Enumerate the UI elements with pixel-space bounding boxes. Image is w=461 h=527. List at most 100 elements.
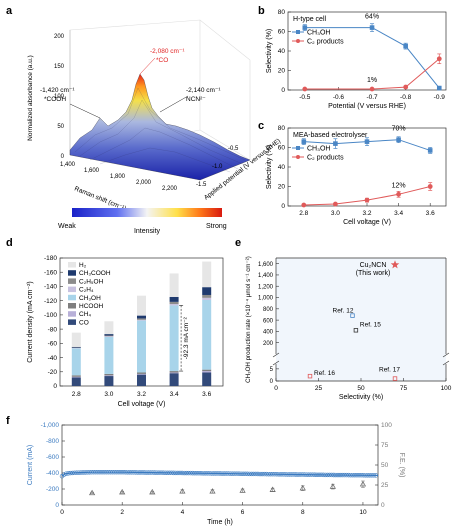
surface-mesh [74, 87, 246, 173]
current-point [68, 470, 73, 476]
bar-segment [71, 348, 81, 376]
current-point [323, 472, 328, 478]
current-point [160, 470, 166, 475]
y-tick-label: 1,400 [258, 273, 274, 279]
x-tick-label: 3.2 [137, 391, 146, 398]
legend-swatch [68, 311, 76, 317]
x-tick-label: 8 [301, 509, 305, 516]
legend-label: C₂ products [307, 39, 344, 46]
plot-background [276, 258, 446, 381]
annotation-cooh-wavenumber: -1,420 cm⁻¹ [40, 87, 75, 94]
bar-segment [169, 305, 179, 372]
x-axis-label: Potential (V versus RHE) [328, 103, 406, 110]
current-point [247, 471, 252, 477]
legend-marker [296, 155, 300, 159]
legend-label: H₂ [79, 262, 87, 269]
series-line [304, 27, 440, 89]
data-point [369, 25, 375, 30]
current-point [243, 471, 248, 477]
current-point [228, 471, 233, 476]
current-point [308, 472, 313, 477]
bar-segment [71, 375, 81, 377]
current-point [200, 471, 206, 476]
current-point [177, 470, 183, 476]
y-tick-label: 800 [263, 307, 274, 313]
y2-axis-label: F.E. (%) [398, 453, 405, 478]
bar-segment [202, 372, 212, 386]
x-axis-label: Cell voltage (V) [118, 401, 166, 408]
bar-segment [169, 296, 179, 302]
annotation-ncn: NCN²⁻ [186, 96, 206, 103]
x-tick-label: 0 [60, 509, 64, 516]
z-axis-label: Normalized absorbance (a.u.) [27, 55, 34, 141]
y-tick-label: 40 [278, 48, 286, 55]
y-tick-label: -200 [46, 486, 59, 493]
current-point [291, 472, 296, 477]
current-point [337, 472, 343, 478]
annotation-cooh: *COOH [44, 96, 66, 103]
current-point [144, 470, 149, 475]
z-tick: 150 [54, 64, 65, 70]
current-point [198, 471, 204, 476]
y-tick-label: -160 [44, 269, 57, 276]
current-point [287, 472, 292, 477]
bar-segment [104, 376, 114, 386]
current-point [95, 470, 101, 475]
fe-point [119, 488, 126, 495]
current-point [331, 472, 336, 478]
current-point [346, 472, 351, 478]
x-tick: 1,800 [110, 174, 126, 180]
current-point [82, 470, 88, 475]
current-point [194, 470, 200, 476]
legend-label: CH₄ [79, 311, 91, 318]
bar-segment [104, 335, 114, 337]
legend-label: CH₃OH [307, 30, 330, 37]
current-point [224, 471, 229, 476]
x-tick-label: -0.6 [333, 94, 345, 101]
bar-segment [202, 287, 212, 295]
current-point [152, 470, 157, 475]
value-annotation: 12% [392, 182, 406, 189]
current-point [89, 470, 94, 475]
x-tick-label: 3.4 [394, 210, 403, 217]
chart-c: 0 20 40 60 80 2.8 3.0 3.2 3.4 3.6 Cell voltage (V)… [266, 125, 447, 226]
current-point [316, 472, 322, 478]
bar-segment [71, 377, 81, 386]
fe-point [149, 488, 156, 495]
current-point [131, 470, 136, 475]
x-tick-label: 3.0 [331, 210, 340, 217]
legend-marker [296, 30, 300, 34]
data-point [333, 201, 338, 207]
axis-break [272, 352, 280, 358]
bar-segment [169, 304, 179, 306]
legend-label: C₂ products [307, 155, 344, 162]
y-axis-label: Current (mA) [27, 445, 34, 485]
bar-segment [202, 369, 212, 372]
legend-label: C₂H₅OH [79, 278, 104, 285]
legend-swatch [68, 270, 76, 276]
bar-segment [104, 373, 114, 376]
current-point [108, 470, 113, 475]
y-tick-label: -140 [44, 284, 57, 291]
current-point [272, 472, 277, 477]
current-point [158, 470, 164, 475]
x-tick-label: 3.0 [104, 391, 113, 398]
current-point [181, 470, 187, 476]
y-tick-label: -400 [46, 470, 59, 477]
panel-e-letter: e [235, 237, 241, 249]
bar-segment [137, 315, 146, 319]
y-tick-label: 0 [281, 87, 285, 94]
current-point [163, 470, 168, 475]
current-point [289, 472, 294, 477]
current-point [80, 470, 86, 475]
legend-swatch [68, 294, 76, 301]
current-point [306, 472, 311, 477]
current-point [85, 470, 90, 475]
current-point [255, 471, 261, 477]
current-point [240, 471, 246, 477]
bar-segment [137, 318, 146, 320]
current-point [139, 470, 145, 475]
current-point [304, 472, 309, 477]
x-tick-label: 50 [357, 385, 365, 392]
data-point [333, 141, 338, 146]
